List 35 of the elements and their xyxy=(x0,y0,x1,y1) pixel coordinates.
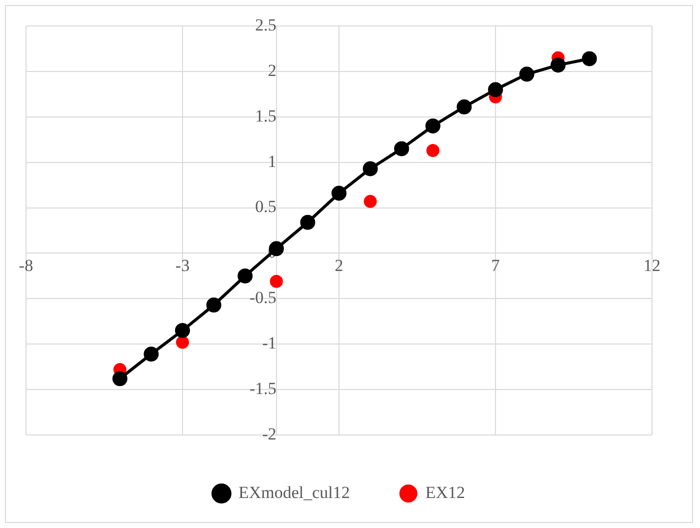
y-tick-label: 1.5 xyxy=(255,106,276,126)
point xyxy=(175,322,190,338)
point xyxy=(270,274,283,288)
point xyxy=(112,371,128,386)
y-tick-label: -2 xyxy=(262,424,276,444)
point xyxy=(394,141,410,156)
x-tick-label: 7 xyxy=(491,256,500,275)
point xyxy=(488,82,503,98)
point xyxy=(144,346,159,362)
point xyxy=(176,336,189,349)
legend-label: EXmodel_cul12 xyxy=(238,482,350,502)
point xyxy=(238,268,253,284)
legend-label: EX12 xyxy=(425,482,466,502)
y-tick-label: -0.5 xyxy=(249,288,276,308)
point xyxy=(426,144,440,158)
y-tick-label: 2 xyxy=(268,60,276,80)
point xyxy=(456,99,472,114)
point xyxy=(362,161,378,176)
point xyxy=(425,118,440,134)
y-tick-label: 0.5 xyxy=(255,197,276,216)
x-tick-label: 2 xyxy=(334,256,344,275)
point xyxy=(300,214,316,230)
point xyxy=(519,66,534,82)
point xyxy=(550,58,566,73)
y-tick-label: 1 xyxy=(268,152,276,171)
point xyxy=(582,51,597,66)
y-tick-label: -1.5 xyxy=(249,379,276,398)
x-tick-label: -3 xyxy=(175,256,190,275)
x-tick-label: 12 xyxy=(644,256,660,275)
y-tick-label: -1 xyxy=(262,334,276,353)
y-tick-label: 2.5 xyxy=(255,15,276,34)
x-tick-label: -8 xyxy=(18,256,34,275)
point xyxy=(364,194,377,208)
point xyxy=(206,298,222,313)
point xyxy=(332,186,346,201)
